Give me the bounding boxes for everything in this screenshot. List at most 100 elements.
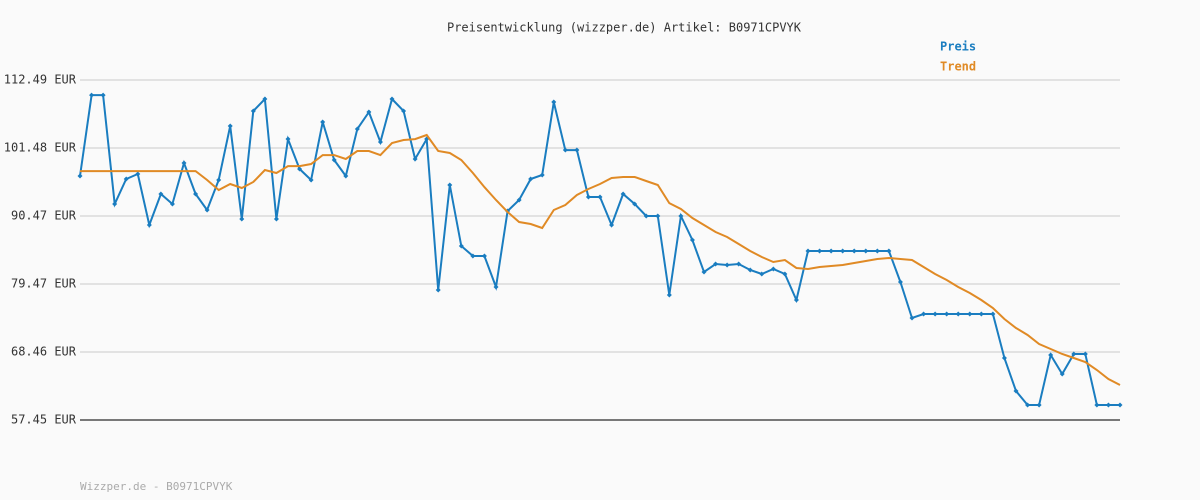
y-tick-label: 57.45 EUR [11, 413, 77, 427]
point-marker [100, 92, 106, 98]
point-marker [447, 182, 453, 188]
point-marker [874, 248, 880, 254]
point-marker [805, 248, 811, 254]
y-tick-label: 79.47 EUR [11, 276, 77, 290]
point-marker [1117, 402, 1123, 408]
series-line [79, 94, 1120, 406]
point-marker [262, 96, 268, 102]
point-marker [678, 213, 684, 219]
point-marker [401, 108, 407, 114]
point-marker [1082, 351, 1088, 357]
point-marker [273, 216, 279, 222]
point-marker [828, 248, 834, 254]
point-marker [770, 266, 776, 272]
point-marker [377, 139, 383, 145]
point-marker [609, 222, 615, 228]
point-marker [516, 197, 522, 203]
point-marker [493, 284, 499, 290]
point-marker [897, 279, 903, 285]
point-marker [1013, 388, 1019, 394]
point-marker [412, 156, 418, 162]
point-marker [458, 243, 464, 249]
point-marker [481, 253, 487, 259]
point-marker [1048, 352, 1054, 358]
point-marker [227, 123, 233, 129]
y-tick-label: 90.47 EUR [11, 209, 77, 223]
point-marker [551, 99, 557, 105]
series-line [80, 133, 1121, 386]
point-marker [77, 173, 83, 179]
footer: Wizzper.de - B0971CPVYK [80, 480, 233, 493]
point-marker [216, 177, 222, 183]
point-marker [632, 201, 638, 207]
point-marker [585, 194, 591, 200]
point-marker [169, 201, 175, 207]
point-marker [435, 287, 441, 293]
point-marker [1059, 371, 1065, 377]
point-marker [204, 207, 210, 213]
point-marker [1001, 355, 1007, 361]
point-marker [528, 176, 534, 182]
point-marker [1025, 402, 1031, 408]
point-marker [366, 109, 372, 115]
point-marker [967, 311, 973, 317]
point-marker [921, 311, 927, 317]
y-tick-label: 101.48 EUR [4, 141, 77, 155]
point-marker [297, 166, 303, 172]
point-marker [239, 216, 245, 222]
point-marker [747, 267, 753, 273]
point-marker [1105, 402, 1111, 408]
point-marker [793, 297, 799, 303]
point-marker [886, 248, 892, 254]
point-marker [620, 191, 626, 197]
point-marker [655, 213, 661, 219]
point-marker [736, 261, 742, 267]
point-marker [1036, 402, 1042, 408]
point-marker [539, 172, 545, 178]
point-marker [1071, 351, 1077, 357]
point-marker [146, 222, 152, 228]
legend-label: Preis [940, 40, 976, 54]
point-marker [759, 271, 765, 277]
point-marker [320, 119, 326, 125]
legend-label: Trend [940, 60, 976, 74]
point-marker [597, 194, 603, 200]
point-marker [158, 191, 164, 197]
point-marker [89, 92, 95, 98]
point-marker [331, 157, 337, 163]
y-tick-label: 68.46 EUR [11, 344, 77, 358]
point-marker [470, 253, 476, 259]
point-marker [250, 108, 256, 114]
point-marker [193, 191, 199, 197]
point-marker [574, 147, 580, 153]
point-marker [713, 261, 719, 267]
point-marker [123, 176, 129, 182]
point-marker [955, 311, 961, 317]
point-marker [562, 147, 568, 153]
point-marker [944, 311, 950, 317]
point-marker [851, 248, 857, 254]
point-marker [817, 248, 823, 254]
point-marker [643, 213, 649, 219]
point-marker [724, 262, 730, 268]
point-marker [990, 311, 996, 317]
point-marker [112, 201, 118, 207]
point-marker [840, 248, 846, 254]
point-marker [343, 173, 349, 179]
point-marker [689, 237, 695, 243]
point-marker [1094, 402, 1100, 408]
point-marker [181, 160, 187, 166]
point-marker [782, 271, 788, 277]
point-marker [863, 248, 869, 254]
chart-title: Preisentwicklung (wizzper.de) Artikel: B… [447, 21, 802, 35]
y-tick-label: 112.49 EUR [4, 73, 77, 87]
point-marker [978, 311, 984, 317]
point-marker [354, 126, 360, 132]
point-marker [285, 136, 291, 142]
point-marker [909, 315, 915, 321]
point-marker [932, 311, 938, 317]
point-marker [135, 171, 141, 177]
point-marker [701, 269, 707, 275]
point-marker [666, 292, 672, 298]
